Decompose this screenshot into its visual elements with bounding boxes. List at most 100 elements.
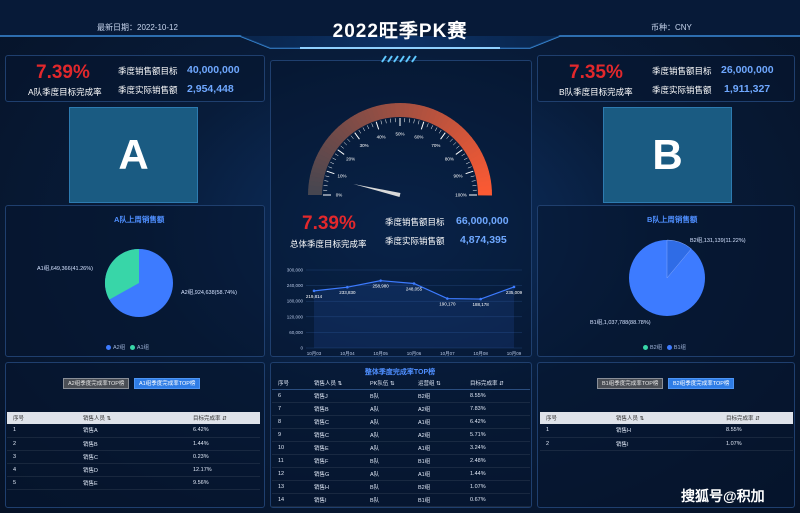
team-a-completion-caption: A队季度目标完成率: [28, 87, 102, 97]
gauge-tick: [340, 145, 344, 149]
table-row[interactable]: 2 销售B 1.44%: [7, 437, 260, 451]
table-row[interactable]: 12 销售G A队 A1组 1.44%: [272, 467, 530, 481]
tab-b1-top[interactable]: B1组季度完成率TOP榜: [597, 378, 664, 389]
col-index[interactable]: 序号: [7, 412, 77, 424]
table-row[interactable]: 13 销售H B队 B2组 1.07%: [272, 480, 530, 494]
col-completion[interactable]: 目标完成率 ⇵: [720, 412, 793, 424]
gauge-band-segment: [435, 113, 447, 128]
col-salesperson[interactable]: 销售人员 ⇅: [610, 412, 720, 424]
gauge-band-segment: [320, 144, 335, 156]
table-cell: 销售C: [77, 450, 187, 464]
data-label: 219,814: [306, 294, 323, 299]
gauge-tick-label: 30%: [360, 143, 369, 148]
gauge-tick-label: 60%: [414, 134, 423, 139]
gauge-tick: [326, 170, 335, 175]
gauge-tick: [334, 153, 339, 157]
data-point[interactable]: [379, 279, 382, 282]
gauge-tick: [465, 170, 474, 175]
x-tick-label: 10月09: [507, 351, 522, 357]
table-cell: B队: [364, 480, 412, 494]
gauge-band-segment: [469, 153, 485, 164]
header-bar: 最新日期：2022-10-12 2022旺季PK赛 币种：CNY: [0, 0, 800, 50]
col-group[interactable]: 运营组 ⇅: [412, 377, 464, 390]
gauge-tick: [470, 175, 475, 178]
gauge-band-segment: [322, 140, 338, 153]
gauge-band-segment: [338, 123, 352, 138]
table-cell: A队: [364, 467, 412, 481]
gauge-band-segment: [334, 126, 349, 140]
table-row[interactable]: 8 销售C A队 A1组 6.42%: [272, 415, 530, 429]
col-index[interactable]: 序号: [540, 412, 610, 424]
y-tick-label: 240,000: [287, 283, 304, 288]
team-b-pie-legend: B2组 B1组: [643, 343, 686, 351]
gauge-band-segment: [349, 115, 362, 130]
gauge-band-segment: [467, 149, 483, 160]
gauge-band-segment: [400, 103, 406, 118]
overall-completion-rate: 7.39%: [302, 213, 356, 234]
table-cell: 销售G: [308, 467, 364, 481]
legend-a1: A1组: [136, 345, 150, 351]
gauge-band-segment: [371, 106, 381, 121]
table-row[interactable]: 4 销售D 12.17%: [7, 463, 260, 477]
data-point[interactable]: [412, 282, 416, 285]
tab-a1-top[interactable]: A1组季度完成率TOP榜: [134, 378, 201, 389]
table-row[interactable]: 11 销售F B队 B1组 2.48%: [272, 454, 530, 468]
table-row[interactable]: 1 销售H 8.55%: [540, 424, 793, 438]
table-cell: 销售I: [308, 493, 364, 507]
table-row[interactable]: 6 销售J B队 B2组 8.55%: [272, 389, 530, 403]
gauge-tick-label: 70%: [431, 143, 440, 148]
col-completion[interactable]: 目标完成率 ⇵: [187, 412, 260, 424]
col-salesperson[interactable]: 销售人员 ⇅: [77, 412, 187, 424]
col-team[interactable]: PK队伍 ⇅: [364, 377, 412, 390]
gauge-tick: [380, 120, 383, 125]
team-a-actual-value: 2,954,448: [187, 83, 234, 95]
tab-a2-top[interactable]: A2组季度完成率TOP榜: [63, 378, 130, 389]
x-tick-label: 10月03: [307, 351, 322, 357]
legend-dot-b2: [643, 345, 648, 350]
table-row[interactable]: 5 销售E 9.56%: [7, 476, 260, 490]
team-b-badge: B: [603, 107, 732, 203]
table-cell: 销售B: [77, 437, 187, 451]
gauge-tick: [471, 180, 476, 182]
table-cell: 9.56%: [187, 476, 260, 490]
data-point[interactable]: [346, 285, 349, 289]
data-point[interactable]: [512, 285, 516, 289]
table-row[interactable]: 14 销售I B队 B1组 0.67%: [272, 493, 530, 507]
col-completion[interactable]: 目标完成率 ⇵: [464, 377, 530, 390]
tab-b2-top[interactable]: B2组季度完成率TOP榜: [668, 378, 735, 389]
team-a-kpi-panel: 7.39% A队季度目标完成率 季度销售额目标 40,000,000 季度实际销…: [5, 55, 265, 102]
table-cell: 销售C: [308, 415, 364, 429]
col-index[interactable]: 序号: [272, 377, 308, 390]
data-point[interactable]: [312, 289, 316, 293]
overall-top-table: 序号 销售人员 ⇅ PK队伍 ⇅ 运营组 ⇅ 目标完成率 ⇵ 6 销售J B队 B2组…: [272, 377, 530, 507]
series-area: [314, 280, 514, 348]
team-a-pie-chart: [104, 248, 173, 317]
table-cell: B队: [364, 493, 412, 507]
table-row[interactable]: 9 销售C A队 A2组 5.71%: [272, 428, 530, 442]
col-salesperson[interactable]: 销售人员 ⇅: [308, 377, 364, 390]
y-tick-label: 120,000: [287, 314, 304, 319]
table-row[interactable]: 3 销售C 0.23%: [7, 450, 260, 464]
table-row[interactable]: 10 销售E A队 A1组 3.24%: [272, 441, 530, 455]
table-row[interactable]: 7 销售B A队 A2组 7.83%: [272, 402, 530, 416]
gauge-tick-label: 0%: [336, 193, 343, 198]
data-point[interactable]: [446, 297, 449, 300]
data-point[interactable]: [479, 297, 482, 301]
gauge-band-segment: [328, 133, 343, 146]
gauge-band-segment: [362, 108, 373, 124]
table-row[interactable]: 1 销售A 6.42%: [7, 424, 260, 438]
gauge-band-segment: [465, 144, 480, 157]
team-b-top-table: 序号 销售人员 ⇅ 目标完成率 ⇵ 1 销售H 8.55% 2 销售I 1.07%: [540, 412, 793, 451]
gauge-band-segment: [315, 152, 331, 164]
table-cell: 1.44%: [187, 437, 260, 451]
legend-dot-b1: [666, 345, 672, 350]
gauge-tick: [362, 127, 366, 132]
gauge-band-segment: [449, 123, 462, 138]
gauge-band-segment: [455, 129, 469, 144]
table-row[interactable]: 2 销售I 1.07%: [540, 437, 793, 451]
gauge-band-segment: [445, 120, 459, 135]
gauge-tick: [350, 135, 354, 139]
gauge-band-segment: [314, 157, 329, 168]
table-cell: 1: [7, 424, 77, 438]
table-cell: 2: [7, 437, 77, 451]
